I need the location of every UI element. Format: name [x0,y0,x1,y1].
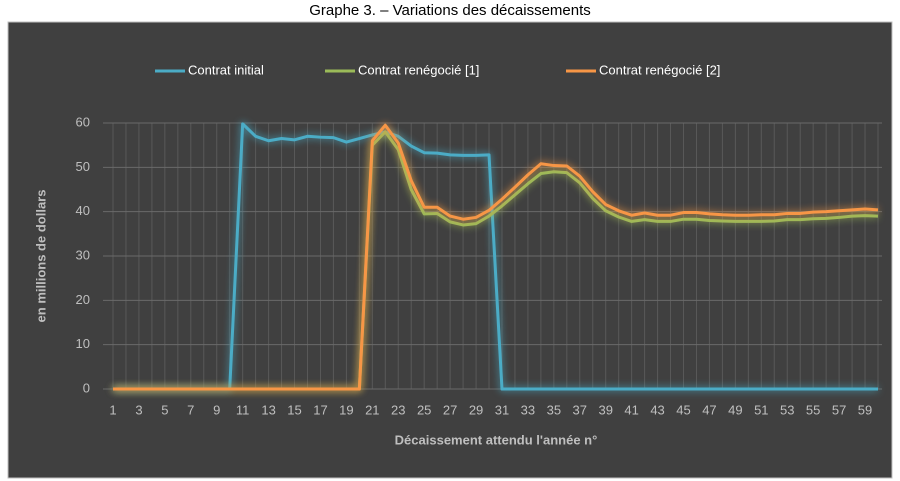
x-tick-label: 33 [521,402,535,417]
line-series [113,122,878,391]
x-tick-label: 53 [780,402,794,417]
x-tick-label: 39 [598,402,612,417]
x-tick-label: 41 [624,402,638,417]
x-tick-label: 5 [161,402,168,417]
x-tick-label: 7 [187,402,194,417]
y-tick-label: 10 [76,336,90,351]
y-tick-label: 30 [76,247,90,262]
x-tick-label: 19 [339,402,353,417]
x-tick-label: 9 [213,402,220,417]
x-tick-label: 3 [135,402,142,417]
legend-label: Contrat renégocié [1] [358,62,479,77]
y-tick-label: 0 [83,380,90,395]
x-tick-label: 55 [806,402,820,417]
line-series [113,123,879,391]
x-axis-title: Décaissement attendu l'année n° [395,432,598,447]
x-tick-label: 11 [236,402,250,417]
x-tick-label: 15 [287,402,301,417]
y-tick-label: 20 [76,292,90,307]
x-tick-label: 37 [573,402,587,417]
x-tick-label: 57 [832,402,846,417]
legend-label: Contrat renégocié [2] [599,62,720,77]
y-axis-title: en millions de dollars [33,190,48,323]
x-tick-label: 51 [754,402,768,417]
x-tick-label: 31 [495,402,509,417]
y-tick-label: 40 [76,203,90,218]
y-tick-label: 60 [76,114,90,129]
legend-label: Contrat initial [188,62,264,77]
x-tick-label: 27 [443,402,457,417]
x-tick-label: 17 [313,402,327,417]
chart-title: Graphe 3. – Variations des décaissements [309,2,591,19]
x-tick-label: 23 [391,402,405,417]
x-tick-label: 59 [858,402,872,417]
x-tick-label: 43 [650,402,664,417]
x-tick-label: 49 [728,402,742,417]
x-tick-label: 21 [365,402,379,417]
x-tick-label: 1 [109,402,116,417]
x-tick-label: 13 [261,402,275,417]
y-tick-label: 50 [76,159,90,174]
x-tick-label: 47 [702,402,716,417]
x-tick-label: 45 [676,402,690,417]
x-tick-label: 35 [547,402,561,417]
x-tick-label: 29 [469,402,483,417]
x-tick-label: 25 [417,402,431,417]
